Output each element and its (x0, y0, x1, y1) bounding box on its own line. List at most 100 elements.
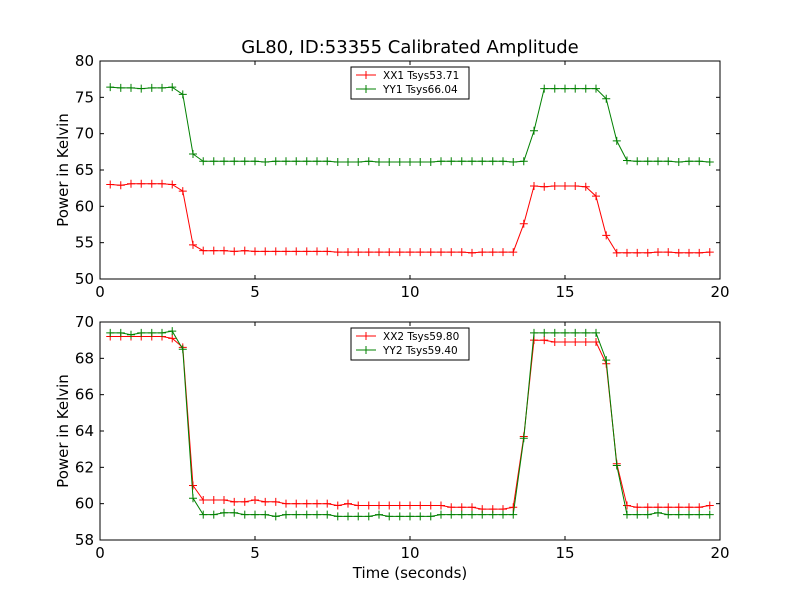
data-point (178, 345, 187, 354)
legend-label: XX2 Tsys59.80 (383, 331, 459, 343)
data-point (695, 157, 704, 166)
data-point (385, 158, 394, 167)
data-point (530, 126, 538, 135)
data-point (282, 247, 290, 256)
data-point (426, 248, 435, 257)
data-point (333, 248, 342, 257)
data-point (261, 158, 270, 167)
data-point (664, 510, 673, 519)
data-point (178, 187, 187, 196)
data-point (519, 434, 528, 443)
data-point (199, 246, 208, 255)
data-point (571, 328, 580, 337)
data-point (426, 512, 435, 521)
data-point (406, 248, 414, 257)
data-point (137, 179, 146, 188)
data-point (674, 248, 683, 257)
y-axis-label: Power in Kelvin (54, 374, 72, 488)
data-point (685, 503, 693, 512)
data-point (457, 157, 466, 166)
legend-item: XX1 Tsys53.71 (356, 70, 459, 82)
series-1 (106, 179, 714, 257)
data-point (127, 83, 135, 92)
data-point (509, 158, 518, 167)
data-point (468, 157, 476, 166)
chart-1: 0 5 10 15 20 50 55 60 65 70 75 80 GL80, ID:53355 Cal… (54, 37, 730, 301)
data-point (220, 246, 228, 255)
data-point (416, 501, 425, 510)
data-point (168, 180, 177, 189)
legend-item: YY2 Tsys59.40 (356, 345, 458, 357)
data-point (261, 247, 270, 256)
data-point (519, 219, 528, 228)
data-point (602, 231, 611, 240)
data-point (581, 337, 590, 346)
y-tick-label: 64 (75, 422, 94, 440)
data-point (457, 510, 466, 519)
data-point (664, 248, 673, 257)
series-2 (106, 83, 714, 167)
data-point (499, 248, 507, 257)
data-point (633, 157, 642, 166)
data-point (271, 512, 280, 521)
data-point (209, 496, 218, 505)
legend-marker (362, 332, 370, 340)
data-point (643, 503, 652, 512)
data-point (199, 496, 208, 505)
data-point (623, 501, 631, 510)
x-tick-label: 15 (555, 283, 574, 301)
data-point (137, 328, 146, 337)
data-point (323, 157, 332, 166)
data-point (292, 157, 301, 166)
data-point (251, 496, 259, 505)
y-tick-label: 68 (75, 349, 94, 367)
data-point (468, 510, 476, 519)
data-point (354, 248, 363, 257)
data-point (271, 247, 280, 256)
data-point (189, 150, 197, 159)
data-point (540, 182, 549, 191)
data-point (664, 503, 673, 512)
y-tick-label: 55 (75, 234, 94, 252)
data-point (685, 157, 693, 166)
data-point (581, 84, 590, 93)
data-point (643, 510, 652, 519)
x-tick-label: 5 (250, 283, 260, 301)
data-point (375, 158, 383, 167)
data-point (550, 84, 559, 93)
data-point (209, 246, 218, 255)
data-point (540, 84, 549, 93)
data-point (261, 497, 270, 506)
data-point (364, 512, 373, 521)
data-point (354, 512, 363, 521)
legend-marker (362, 346, 370, 354)
data-point (230, 157, 239, 166)
data-point (426, 158, 435, 167)
data-point (395, 248, 404, 257)
data-point (168, 327, 177, 336)
y-tick-label: 65 (75, 161, 94, 179)
data-point (251, 157, 259, 166)
data-point (116, 328, 125, 337)
data-point (623, 156, 631, 165)
legend-box (350, 66, 470, 100)
data-point (147, 179, 156, 188)
data-point (509, 503, 518, 512)
data-point (375, 501, 383, 510)
data-point (220, 508, 228, 517)
data-point (457, 503, 466, 512)
legend-label: YY2 Tsys59.40 (382, 345, 458, 357)
data-point (612, 136, 621, 145)
data-point (561, 328, 569, 337)
data-point (344, 248, 352, 257)
data-point (592, 84, 600, 93)
data-point (685, 510, 693, 519)
x-tick-label: 10 (400, 283, 419, 301)
data-point (633, 248, 642, 257)
x-tick-label: 20 (710, 544, 729, 562)
data-point (478, 510, 487, 519)
data-point (292, 247, 301, 256)
y-tick-label: 70 (75, 125, 94, 143)
data-point (240, 246, 249, 255)
data-point (416, 158, 425, 167)
